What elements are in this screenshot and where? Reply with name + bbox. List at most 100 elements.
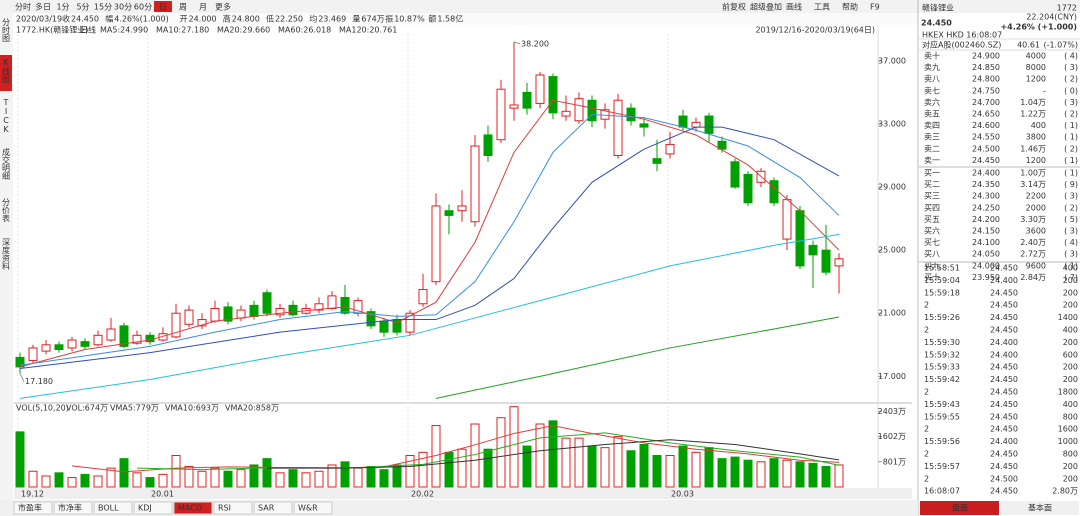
book-count: ( 9): [1064, 180, 1078, 189]
vol-legend: VMA5:779万: [110, 404, 159, 413]
info-label: 低: [266, 14, 274, 24]
ma-line: [19, 99, 840, 368]
ma-legend: MA60:26.018: [278, 26, 331, 35]
trade-volume: 1600: [1058, 425, 1078, 434]
bottom-tab[interactable]: W&R: [298, 504, 318, 513]
bottom-tab-bg: [13, 501, 53, 515]
period-tab[interactable]: 30分: [114, 3, 132, 12]
tool-button[interactable]: 工具: [814, 3, 830, 12]
book-count: ( 1): [1064, 261, 1078, 270]
candle-body: [41, 344, 51, 352]
panel-tab[interactable]: 盘面: [952, 503, 968, 513]
info-value: 24.000: [189, 15, 217, 24]
period-tab[interactable]: 分时: [15, 2, 31, 12]
bottom-tab[interactable]: BOLL: [98, 504, 119, 513]
vol-legend: VMA10:693万: [165, 404, 219, 413]
sidebar-tab[interactable]: K线图: [2, 58, 11, 84]
candle-body: [535, 74, 545, 104]
tool-button[interactable]: F9: [870, 3, 880, 12]
candle-body: [15, 356, 25, 368]
range-label: 2019/12/16-2020/03/19(64日): [755, 26, 875, 35]
info-value: 23.469: [318, 15, 346, 24]
volume-bar: [821, 466, 831, 488]
book-count: ( 2): [1064, 75, 1078, 84]
sidebar-tab[interactable]: 分价表: [2, 198, 11, 223]
trade-time: 2: [924, 425, 929, 434]
trade-volume: 200: [1063, 375, 1078, 384]
y-tick-label: 33.000: [878, 119, 906, 128]
volume-bar: [548, 420, 558, 488]
book-volume: 2200: [1026, 192, 1046, 201]
candle-body: [730, 161, 740, 188]
volume-bar: [119, 458, 129, 488]
a-price: 40.61: [1017, 41, 1040, 50]
trade-time: 2: [924, 474, 929, 483]
y-tick-label: 21.000: [878, 309, 906, 318]
toolbar-bg: [0, 0, 1080, 13]
period-tab[interactable]: 月: [199, 3, 207, 12]
tool-button[interactable]: 前复权: [722, 2, 746, 12]
period-tab[interactable]: 15分: [94, 3, 112, 12]
sidebar-tab[interactable]: TICK: [2, 98, 11, 134]
info-value: 24.800: [232, 15, 260, 24]
bottom-tab-bg: [213, 501, 253, 515]
period-tab[interactable]: 1分: [56, 3, 69, 12]
vol-current: VOL:674万: [66, 404, 108, 413]
sidebar-tab[interactable]: 分时图: [2, 18, 11, 43]
trade-price: 24.450: [990, 388, 1018, 397]
candle-body: [418, 289, 428, 305]
candle-body: [405, 312, 415, 333]
bottom-tab[interactable]: 市净率: [58, 503, 82, 513]
x-tick-label: 20.02: [411, 490, 434, 499]
x-tick-label: 19.12: [21, 490, 44, 499]
book-volume: 1200: [1026, 156, 1046, 165]
bottom-tab[interactable]: SAR: [258, 504, 275, 513]
period-tab[interactable]: 60分: [134, 3, 152, 12]
period-tab[interactable]: 周: [179, 3, 187, 12]
panel-tab-bg: [920, 501, 999, 515]
trade-volume: 800: [1063, 412, 1078, 421]
bottom-tab[interactable]: RSI: [218, 504, 231, 513]
trade-time: 2: [924, 388, 929, 397]
trade-time: 2: [924, 326, 929, 335]
vol-y-tick-label: 1602万: [878, 432, 906, 441]
volume-bar: [15, 431, 25, 488]
bottom-tab[interactable]: 市盈率: [18, 503, 42, 513]
trade-time: 2: [924, 450, 929, 459]
period-tab[interactable]: 5分: [76, 3, 89, 12]
trade-volume: 200: [1063, 338, 1078, 347]
sidebar-tab[interactable]: 深度资料: [2, 238, 11, 271]
candle-body: [496, 88, 506, 141]
sidebar-active-bg: [0, 55, 12, 91]
info-value: 1.58亿: [437, 14, 463, 24]
info-value: 674万: [361, 15, 384, 24]
book-price: 24.450: [972, 156, 1000, 165]
volume-bar: [574, 437, 584, 488]
candle-body: [184, 309, 194, 325]
tool-button[interactable]: 超级叠加: [750, 2, 782, 12]
tab-active-bg: [154, 1, 172, 12]
bottom-tab-bg: [133, 501, 173, 515]
book-price: 24.650: [972, 110, 1000, 119]
book-level: 买三: [924, 192, 940, 201]
period-tab[interactable]: 日: [159, 3, 167, 12]
period-tab[interactable]: 更多: [215, 2, 231, 12]
volume-bar: [41, 475, 51, 488]
trade-time: 15:59:26: [924, 313, 960, 322]
book-price: 24.400: [972, 169, 1000, 178]
bottom-tab[interactable]: MACD: [178, 504, 202, 513]
book-level: 买二: [924, 180, 940, 189]
panel-tab[interactable]: 基本面: [1028, 503, 1052, 513]
book-volume: 1.46万: [1020, 144, 1046, 153]
bottom-tab[interactable]: KDJ: [138, 504, 152, 513]
volume-bar: [392, 464, 402, 488]
tool-button[interactable]: 画线: [786, 2, 802, 12]
book-price: 24.300: [972, 192, 1000, 201]
period-tab[interactable]: 多日: [35, 2, 51, 12]
info-label: 额: [428, 14, 436, 24]
sidebar-tab[interactable]: 成交明细: [2, 147, 11, 181]
trade-price: 24.500: [990, 474, 1018, 483]
vol-title: VOL(5,10,20): [16, 404, 69, 413]
tool-button[interactable]: 帮助: [842, 2, 858, 12]
candle-body: [28, 347, 38, 362]
